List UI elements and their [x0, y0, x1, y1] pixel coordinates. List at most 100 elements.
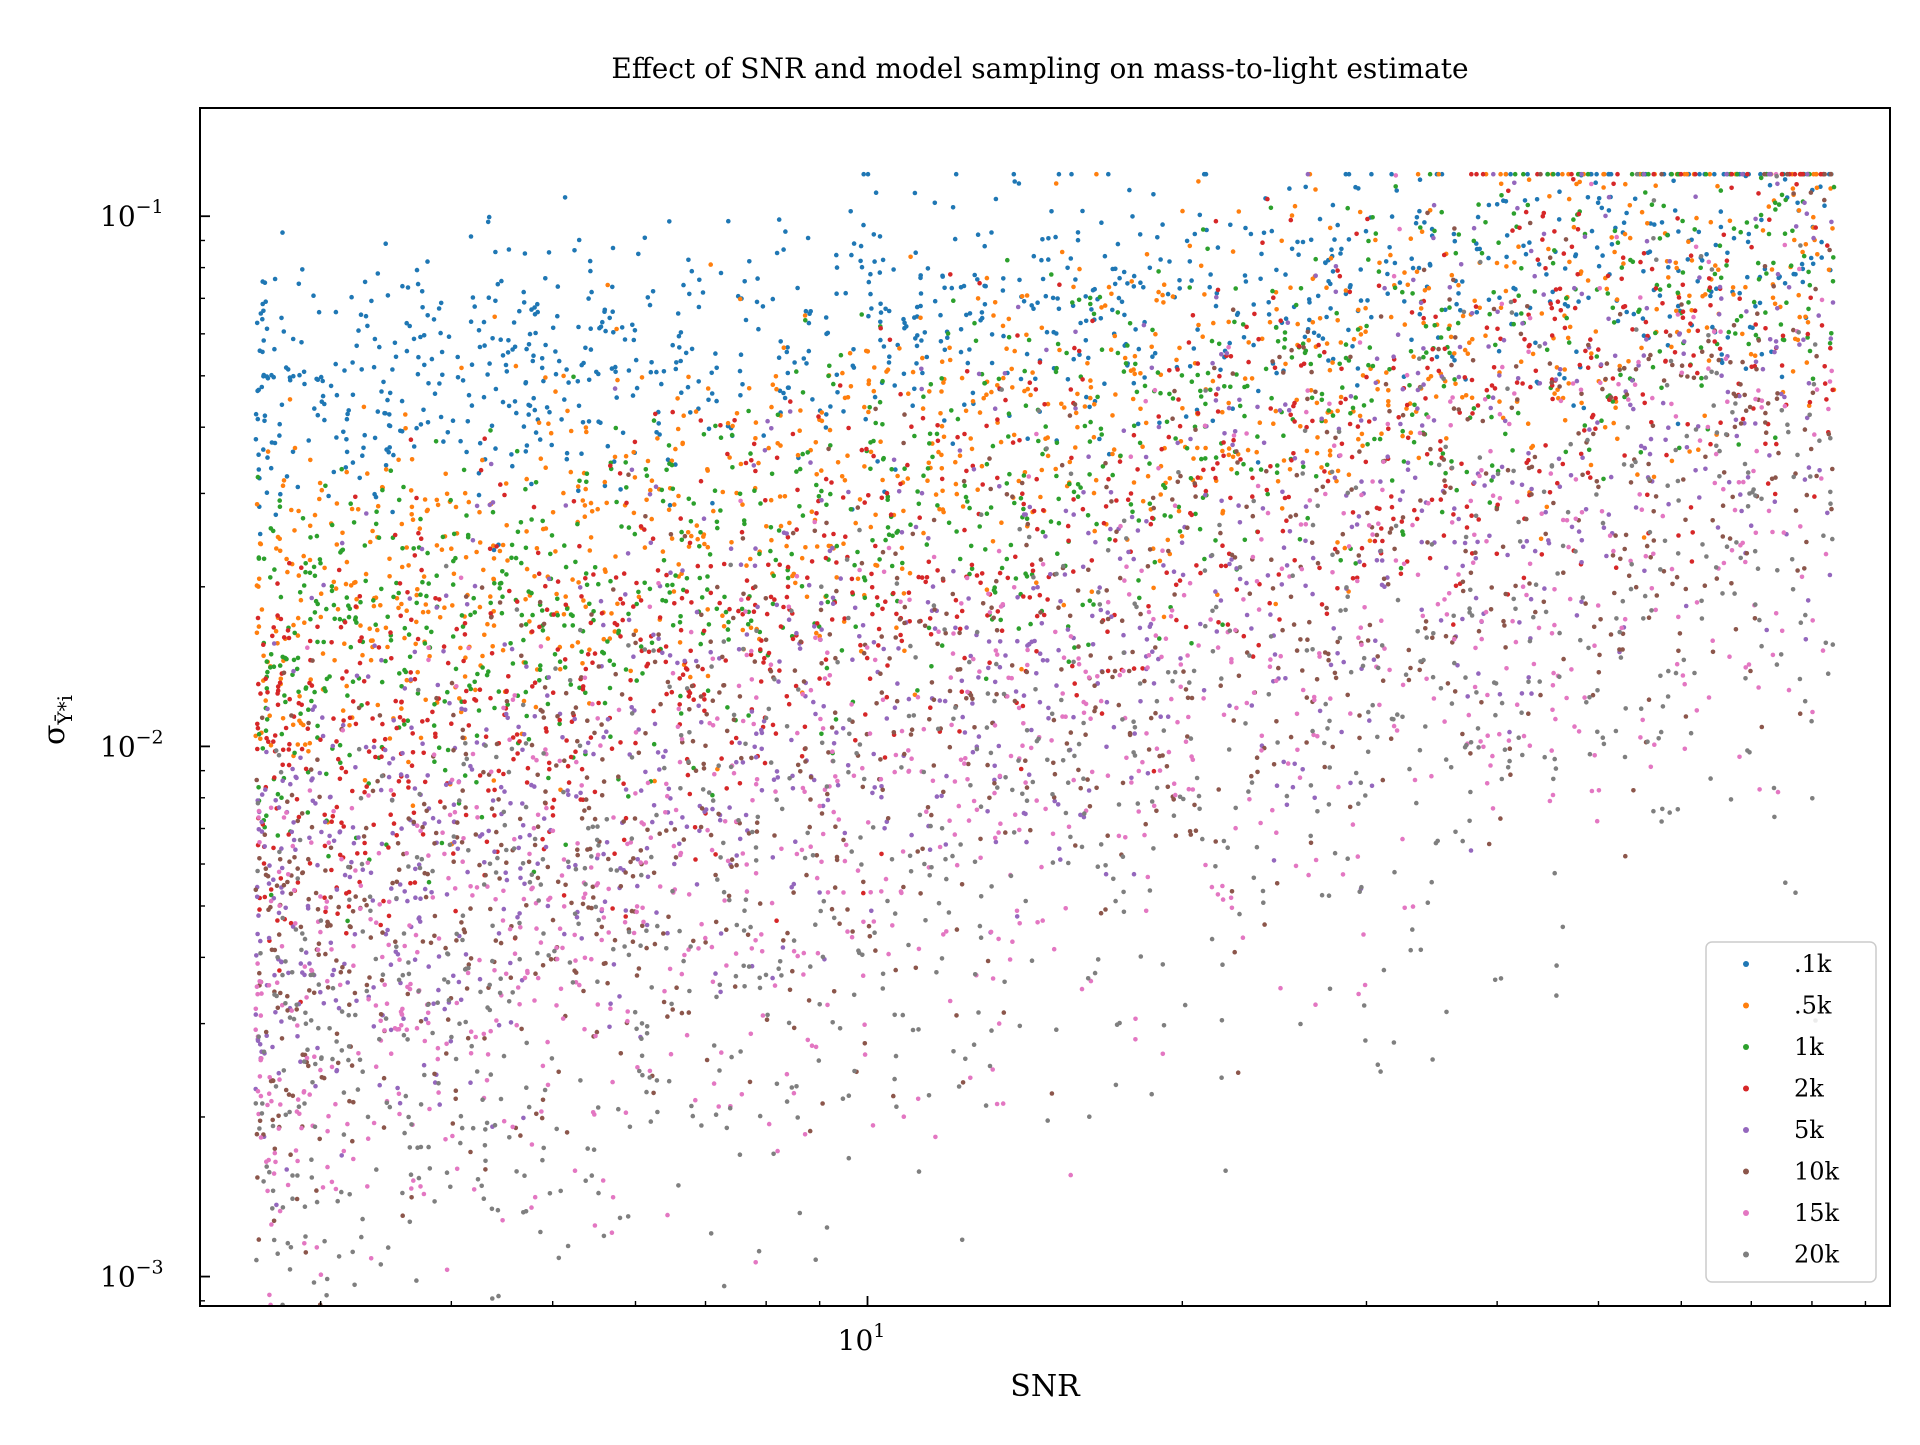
data-point: [718, 423, 723, 428]
data-point: [334, 392, 340, 398]
data-point: [1689, 258, 1695, 263]
data-point: [331, 579, 337, 585]
data-point: [305, 769, 311, 775]
data-point: [880, 378, 885, 384]
data-point: [466, 499, 472, 505]
data-point: [651, 708, 656, 714]
data-point: [1098, 607, 1104, 613]
data-point: [623, 667, 629, 672]
data-point: [958, 327, 964, 332]
data-point: [710, 806, 715, 812]
data-point: [774, 386, 779, 392]
data-point: [1772, 301, 1778, 307]
data-point: [737, 368, 743, 374]
data-point: [588, 500, 594, 506]
data-point: [1669, 458, 1675, 464]
data-point: [631, 604, 636, 609]
data-point: [755, 604, 760, 610]
data-point: [918, 303, 923, 309]
data-point: [484, 727, 489, 732]
data-point: [421, 407, 426, 413]
data-point: [453, 908, 458, 914]
data-point: [545, 693, 550, 698]
data-point: [407, 323, 413, 329]
data-point: [624, 485, 629, 490]
data-point: [770, 601, 776, 607]
data-point: [806, 320, 812, 326]
data-point: [1324, 462, 1330, 468]
data-point: [721, 561, 727, 567]
data-point: [539, 365, 545, 371]
data-point: [442, 1006, 448, 1012]
data-point: [1547, 490, 1553, 495]
data-point: [763, 498, 768, 503]
data-point: [926, 559, 932, 565]
data-point: [1127, 321, 1133, 326]
data-point: [1684, 445, 1690, 450]
data-point: [949, 285, 955, 291]
data-point: [1310, 591, 1315, 597]
data-point: [1473, 556, 1479, 561]
data-point: [1688, 505, 1694, 510]
data-point: [1080, 208, 1085, 214]
data-point: [979, 463, 985, 469]
data-point: [482, 632, 487, 638]
data-point: [928, 705, 933, 710]
data-point: [324, 771, 329, 777]
data-point: [526, 402, 531, 408]
data-point: [686, 374, 691, 380]
data-point: [982, 243, 987, 249]
data-point: [943, 842, 949, 847]
data-point: [1177, 529, 1183, 534]
data-point: [1627, 235, 1633, 241]
data-point: [588, 620, 594, 626]
data-point: [375, 503, 381, 509]
data-point: [389, 656, 394, 661]
data-point: [397, 581, 403, 586]
data-point: [352, 580, 357, 586]
data-point: [1409, 310, 1415, 315]
data-point: [717, 817, 723, 823]
data-point: [401, 1016, 406, 1021]
data-point: [897, 346, 902, 351]
data-point: [1556, 217, 1562, 222]
data-point: [901, 371, 907, 377]
data-point: [625, 551, 631, 556]
data-point: [751, 609, 757, 614]
data-point: [532, 407, 538, 413]
data-point: [1011, 171, 1017, 177]
data-point: [1763, 310, 1768, 315]
data-point: [1024, 516, 1030, 521]
data-point: [515, 915, 520, 920]
data-point: [379, 657, 384, 663]
data-point: [1489, 383, 1495, 388]
data-point: [1038, 494, 1043, 500]
data-point: [1071, 356, 1076, 362]
data-point: [802, 724, 808, 730]
data-point: [460, 378, 466, 383]
data-point: [871, 453, 876, 459]
data-point: [1263, 366, 1269, 372]
data-point: [749, 458, 754, 463]
data-point: [1111, 724, 1117, 730]
data-point: [1215, 409, 1221, 414]
data-point: [697, 277, 702, 283]
data-point: [1676, 533, 1681, 538]
data-point: [839, 648, 845, 653]
data-point: [1065, 377, 1071, 382]
data-point: [387, 574, 392, 579]
data-point: [1310, 555, 1316, 561]
data-point: [583, 345, 588, 351]
data-point: [426, 381, 431, 386]
data-point: [729, 740, 735, 745]
data-point: [1198, 388, 1203, 394]
data-point: [1068, 256, 1074, 261]
data-point: [258, 691, 263, 696]
data-point: [875, 602, 881, 608]
data-point: [280, 716, 286, 721]
data-point: [649, 640, 655, 646]
data-point: [884, 694, 890, 700]
data-point: [386, 423, 392, 428]
data-point: [1731, 235, 1737, 241]
data-point: [835, 460, 841, 465]
